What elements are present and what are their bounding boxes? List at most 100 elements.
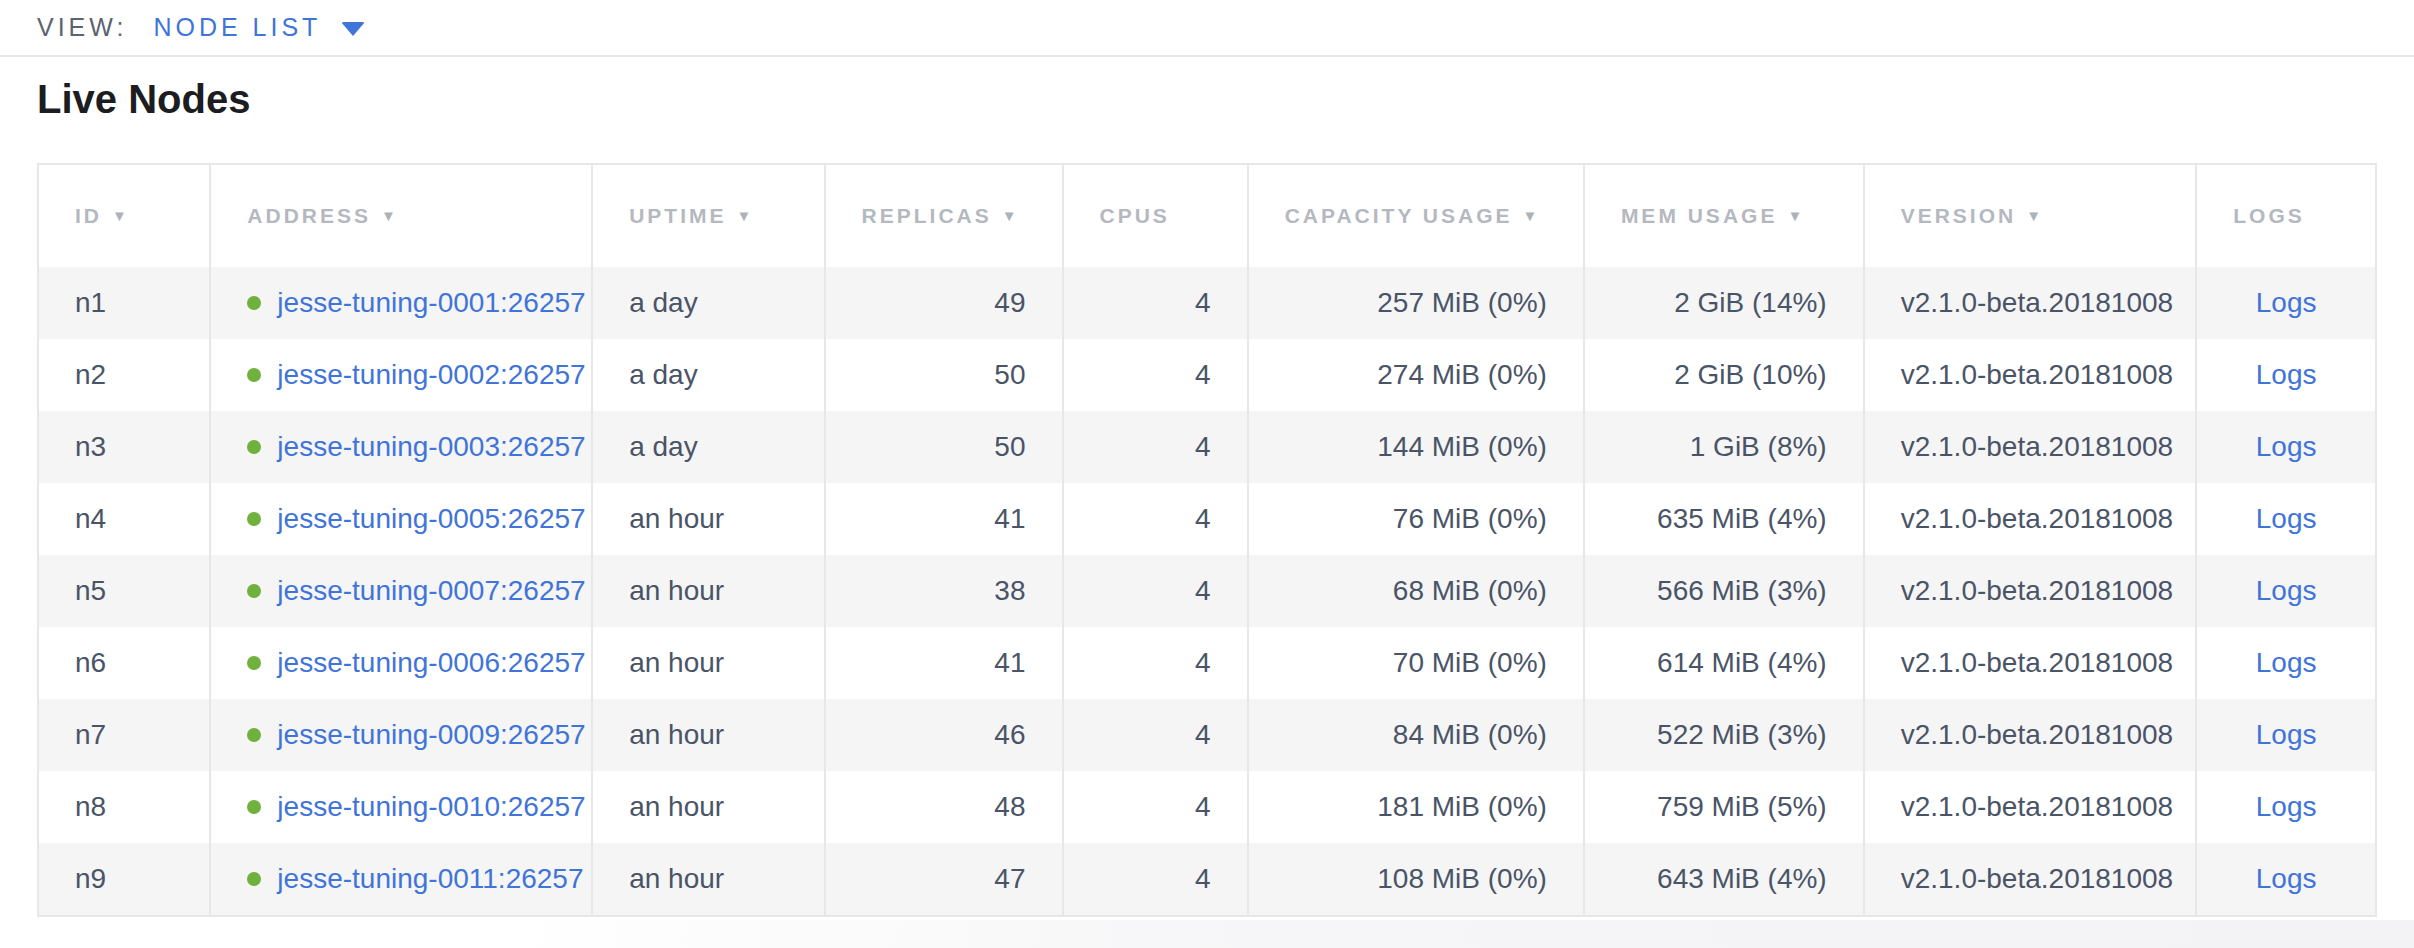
cell-cpus: 4	[1063, 627, 1248, 699]
cell-uptime: a day	[592, 339, 824, 411]
cell-replicas: 50	[825, 411, 1063, 483]
cell-logs: Logs	[2196, 483, 2376, 555]
cell-id: n7	[38, 699, 210, 771]
address-link[interactable]: jesse-tuning-0003:26257	[277, 431, 585, 462]
cell-address: jesse-tuning-0009:26257	[210, 699, 592, 771]
address-link[interactable]: jesse-tuning-0011:26257	[277, 863, 583, 894]
cell-mem: 635 MiB (4%)	[1584, 483, 1864, 555]
cell-logs: Logs	[2196, 627, 2376, 699]
live-status-dot-icon	[247, 584, 261, 598]
column-header-mem[interactable]: MEM USAGE▼	[1584, 164, 1864, 267]
column-header-label: CPUS	[1100, 204, 1170, 227]
cell-logs: Logs	[2196, 771, 2376, 843]
cell-cpus: 4	[1063, 555, 1248, 627]
cell-version: v2.1.0-beta.20181008	[1864, 555, 2197, 627]
live-status-dot-icon	[247, 656, 261, 670]
logs-link[interactable]: Logs	[2256, 287, 2317, 318]
address-link[interactable]: jesse-tuning-0001:26257	[277, 287, 585, 318]
logs-link[interactable]: Logs	[2256, 863, 2317, 894]
cell-uptime: a day	[592, 411, 824, 483]
cell-mem: 643 MiB (4%)	[1584, 843, 1864, 916]
address-link[interactable]: jesse-tuning-0006:26257	[277, 647, 585, 678]
column-header-label: ID	[75, 204, 102, 227]
live-status-dot-icon	[247, 512, 261, 526]
cell-replicas: 50	[825, 339, 1063, 411]
logs-link[interactable]: Logs	[2256, 719, 2317, 750]
cell-logs: Logs	[2196, 555, 2376, 627]
cell-logs: Logs	[2196, 699, 2376, 771]
cell-mem: 566 MiB (3%)	[1584, 555, 1864, 627]
table-row: n4jesse-tuning-0005:26257an hour41476 Mi…	[38, 483, 2376, 555]
address-link[interactable]: jesse-tuning-0009:26257	[277, 719, 585, 750]
sort-arrow-icon: ▼	[1002, 207, 1020, 224]
cell-address: jesse-tuning-0002:26257	[210, 339, 592, 411]
cell-cpus: 4	[1063, 339, 1248, 411]
cell-version: v2.1.0-beta.20181008	[1864, 411, 2197, 483]
address-link[interactable]: jesse-tuning-0010:26257	[277, 791, 585, 822]
cell-replicas: 48	[825, 771, 1063, 843]
cell-logs: Logs	[2196, 267, 2376, 339]
address-link[interactable]: jesse-tuning-0002:26257	[277, 359, 585, 390]
cell-id: n2	[38, 339, 210, 411]
table-row: n3jesse-tuning-0003:26257a day504144 MiB…	[38, 411, 2376, 483]
table-header: ID▼ADDRESS▼UPTIME▼REPLICAS▼CPUSCAPACITY …	[38, 164, 2376, 267]
column-header-logs: LOGS	[2196, 164, 2376, 267]
cell-mem: 759 MiB (5%)	[1584, 771, 1864, 843]
cell-version: v2.1.0-beta.20181008	[1864, 771, 2197, 843]
table-body: n1jesse-tuning-0001:26257a day494257 MiB…	[38, 267, 2376, 916]
node-list-dropdown[interactable]: NODE LIST	[153, 13, 365, 42]
logs-link[interactable]: Logs	[2256, 431, 2317, 462]
column-header-replicas[interactable]: REPLICAS▼	[825, 164, 1063, 267]
cell-address: jesse-tuning-0011:26257	[210, 843, 592, 916]
cell-version: v2.1.0-beta.20181008	[1864, 267, 2197, 339]
logs-link[interactable]: Logs	[2256, 359, 2317, 390]
cell-uptime: an hour	[592, 843, 824, 916]
table-row: n5jesse-tuning-0007:26257an hour38468 Mi…	[38, 555, 2376, 627]
sort-arrow-icon: ▼	[1787, 207, 1805, 224]
column-header-id[interactable]: ID ▼	[38, 164, 210, 267]
address-link[interactable]: jesse-tuning-0005:26257	[277, 503, 585, 534]
cell-version: v2.1.0-beta.20181008	[1864, 699, 2197, 771]
cell-replicas: 38	[825, 555, 1063, 627]
column-header-uptime[interactable]: UPTIME▼	[592, 164, 824, 267]
cell-capacity: 257 MiB (0%)	[1248, 267, 1584, 339]
cell-uptime: an hour	[592, 699, 824, 771]
address-link[interactable]: jesse-tuning-0007:26257	[277, 575, 585, 606]
cell-id: n8	[38, 771, 210, 843]
column-header-label: ADDRESS	[247, 204, 371, 227]
sort-arrow-icon: ▼	[736, 207, 754, 224]
cell-address: jesse-tuning-0001:26257	[210, 267, 592, 339]
cell-capacity: 274 MiB (0%)	[1248, 339, 1584, 411]
logs-link[interactable]: Logs	[2256, 575, 2317, 606]
column-header-label: LOGS	[2233, 204, 2305, 227]
logs-link[interactable]: Logs	[2256, 503, 2317, 534]
cell-capacity: 181 MiB (0%)	[1248, 771, 1584, 843]
cell-replicas: 41	[825, 627, 1063, 699]
cell-capacity: 84 MiB (0%)	[1248, 699, 1584, 771]
live-status-dot-icon	[247, 800, 261, 814]
cell-mem: 614 MiB (4%)	[1584, 627, 1864, 699]
sort-arrow-icon: ▼	[1523, 207, 1541, 224]
live-status-dot-icon	[247, 728, 261, 742]
sort-arrow-icon: ▼	[112, 207, 130, 224]
column-header-version[interactable]: VERSION▼	[1864, 164, 2197, 267]
column-header-capacity[interactable]: CAPACITY USAGE▼	[1248, 164, 1584, 267]
node-list-dropdown-value: NODE LIST	[153, 13, 321, 42]
cell-version: v2.1.0-beta.20181008	[1864, 843, 2197, 916]
cell-capacity: 76 MiB (0%)	[1248, 483, 1584, 555]
cell-id: n5	[38, 555, 210, 627]
cell-replicas: 49	[825, 267, 1063, 339]
table-row: n6jesse-tuning-0006:26257an hour41470 Mi…	[38, 627, 2376, 699]
table-header-row: ID▼ADDRESS▼UPTIME▼REPLICAS▼CPUSCAPACITY …	[38, 164, 2376, 267]
view-label: VIEW:	[37, 13, 127, 42]
logs-link[interactable]: Logs	[2256, 647, 2317, 678]
live-nodes-table: ID▼ADDRESS▼UPTIME▼REPLICAS▼CPUSCAPACITY …	[37, 163, 2377, 917]
column-header-address[interactable]: ADDRESS▼	[210, 164, 592, 267]
column-header-cpus: CPUS	[1063, 164, 1248, 267]
cell-version: v2.1.0-beta.20181008	[1864, 627, 2197, 699]
cell-capacity: 108 MiB (0%)	[1248, 843, 1584, 916]
view-selector-bar: VIEW: NODE LIST	[0, 0, 2414, 57]
logs-link[interactable]: Logs	[2256, 791, 2317, 822]
live-status-dot-icon	[247, 440, 261, 454]
cell-cpus: 4	[1063, 699, 1248, 771]
